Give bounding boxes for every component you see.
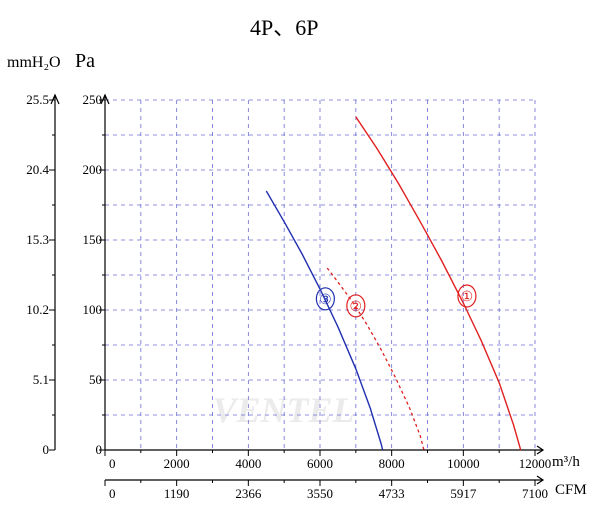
m3h-tick-8000: 8000: [379, 456, 405, 472]
m3h-tick-10000: 10000: [447, 456, 480, 472]
cfm-tick-3550: 3550: [307, 486, 333, 502]
pa-tick-50: 50: [78, 372, 102, 388]
mmh2o-tick-0: 0: [15, 442, 49, 458]
cfm-tick-0: 0: [109, 486, 116, 502]
cfm-tick-1190: 1190: [164, 486, 190, 502]
cfm-tick-5917: 5917: [450, 486, 476, 502]
curve-1-label: ①: [461, 290, 474, 305]
mmh2o-tick-10.2: 10.2: [15, 302, 49, 318]
mmh2o-tick-5.1: 5.1: [15, 372, 49, 388]
mmh2o-tick-25.5: 25.5: [15, 92, 49, 108]
curve-3-label: ③: [319, 293, 332, 308]
m3h-tick-6000: 6000: [307, 456, 333, 472]
pa-tick-100: 100: [78, 302, 102, 318]
m3h-tick-0: 0: [109, 456, 116, 472]
pa-tick-0: 0: [78, 442, 102, 458]
curve-1: [356, 117, 521, 450]
cfm-tick-7100: 7100: [522, 486, 548, 502]
pa-tick-250: 250: [78, 92, 102, 108]
pa-tick-200: 200: [78, 162, 102, 178]
watermark: VENTEL: [213, 390, 355, 430]
cfm-tick-2366: 2366: [235, 486, 261, 502]
curve-2-label: ②: [350, 300, 363, 315]
cfm-tick-4733: 4733: [379, 486, 405, 502]
m3h-tick-12000: 12000: [519, 456, 552, 472]
pa-tick-150: 150: [78, 232, 102, 248]
m3h-tick-4000: 4000: [235, 456, 261, 472]
mmh2o-tick-20.4: 20.4: [15, 162, 49, 178]
m3h-tick-2000: 2000: [164, 456, 190, 472]
mmh2o-tick-15.3: 15.3: [15, 232, 49, 248]
